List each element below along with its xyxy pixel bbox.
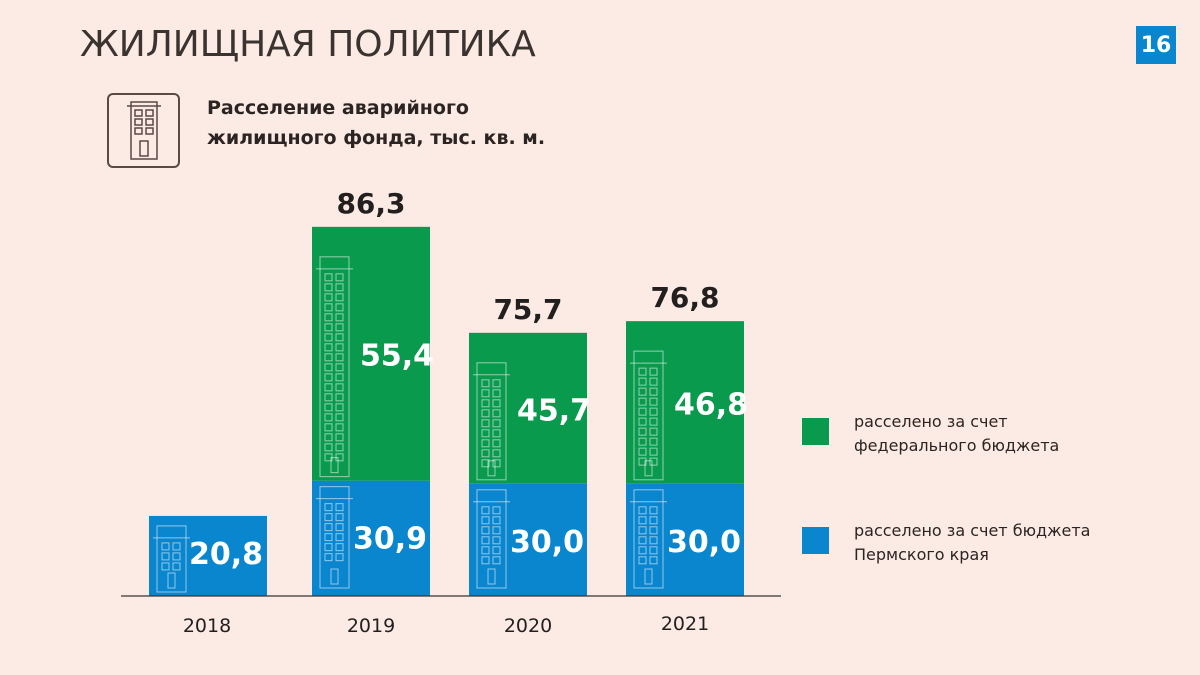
bar-federal-2020 [469, 332, 587, 484]
legend-label-regional-line1: расселено за счет бюджета [854, 521, 1091, 540]
subtitle-line-1: Расселение аварийного [207, 97, 469, 119]
building-icon [153, 525, 190, 593]
building-icon [473, 362, 510, 481]
data-label-regional-2019: 30,9 [353, 522, 427, 557]
data-label-federal-2020: 45,7 [517, 393, 591, 428]
building-icon [630, 489, 667, 589]
subtitle-line-2: жилищного фонда, тыс. кв. м. [207, 127, 546, 149]
data-label-federal-2019: 55,4 [360, 339, 434, 374]
data-label-federal-2021: 46,8 [674, 387, 748, 422]
x-tick-label-2019: 2019 [347, 615, 395, 637]
x-tick-label-2020: 2020 [504, 615, 552, 637]
legend-label-federal-line2: федерального бюджета [854, 436, 1060, 455]
building-icon [473, 489, 510, 589]
building-icon [316, 256, 353, 478]
data-label-total-2019: 86,3 [336, 187, 405, 220]
x-tick-label-2021: 2021 [661, 613, 709, 635]
data-label-regional-2021: 30,0 [667, 525, 741, 560]
data-label-regional-2020: 30,0 [510, 525, 584, 560]
legend-label-regional-line2: Пермского края [854, 545, 989, 564]
building-icon [630, 350, 667, 481]
x-tick-label-2018: 2018 [183, 615, 231, 637]
legend-item-federal: расселено за счет федерального бюджета [802, 410, 1059, 458]
data-label-regional-2018: 20,8 [189, 537, 263, 572]
legend-swatch-federal [802, 418, 829, 445]
data-label-total-2021: 76,8 [650, 281, 719, 314]
building-icon [107, 93, 180, 168]
legend-item-regional: расселено за счет бюджета Пермского края [802, 519, 1090, 567]
page-title: ЖИЛИЩНАЯ ПОЛИТИКА [80, 24, 536, 65]
building-icon [316, 486, 353, 589]
legend-swatch-regional [802, 527, 829, 554]
chart-subtitle: Расселение аварийного жилищного фонда, т… [207, 93, 545, 153]
data-label-total-2020: 75,7 [493, 293, 562, 326]
legend-label-federal-line1: расселено за счет [854, 412, 1008, 431]
page-number-badge: 16 [1136, 26, 1176, 64]
